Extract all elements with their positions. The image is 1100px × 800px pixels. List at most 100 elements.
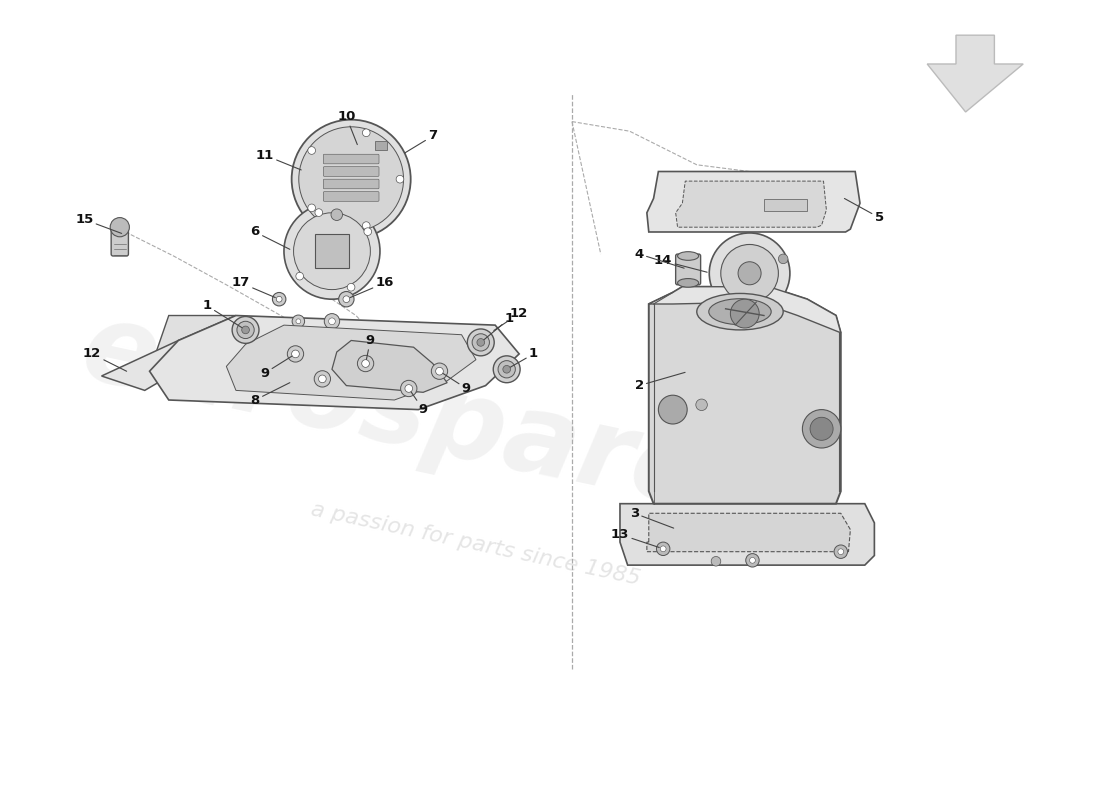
Circle shape (712, 557, 720, 566)
Text: 6: 6 (251, 226, 289, 250)
FancyBboxPatch shape (111, 229, 129, 256)
Circle shape (477, 338, 485, 346)
Circle shape (657, 542, 670, 555)
Text: 12: 12 (494, 307, 528, 330)
Circle shape (315, 370, 330, 387)
Circle shape (308, 146, 316, 154)
Circle shape (472, 334, 490, 351)
Circle shape (308, 204, 316, 212)
Circle shape (779, 254, 788, 264)
Circle shape (362, 129, 370, 137)
Circle shape (319, 375, 327, 382)
Circle shape (242, 326, 250, 334)
Circle shape (294, 213, 371, 290)
Polygon shape (647, 171, 860, 232)
Circle shape (696, 399, 707, 410)
Polygon shape (620, 504, 875, 565)
Text: 8: 8 (251, 382, 289, 406)
Circle shape (396, 175, 404, 183)
Circle shape (287, 346, 304, 362)
Circle shape (331, 209, 342, 221)
Text: 15: 15 (75, 213, 122, 234)
Circle shape (276, 296, 282, 302)
Circle shape (720, 245, 779, 302)
Polygon shape (649, 286, 840, 333)
Text: 4: 4 (635, 247, 684, 268)
Text: 1: 1 (510, 347, 538, 367)
Circle shape (273, 293, 286, 306)
Ellipse shape (678, 278, 698, 287)
Polygon shape (332, 341, 448, 392)
Circle shape (299, 127, 404, 231)
Circle shape (348, 283, 355, 291)
Circle shape (838, 549, 844, 554)
Circle shape (436, 367, 443, 375)
Text: 1: 1 (202, 299, 242, 328)
Circle shape (362, 360, 370, 367)
Text: 13: 13 (610, 528, 659, 547)
Text: 9: 9 (261, 356, 292, 380)
Circle shape (236, 322, 254, 338)
Circle shape (339, 291, 354, 307)
Bar (315, 234, 349, 269)
Text: a passion for parts since 1985: a passion for parts since 1985 (309, 499, 642, 589)
Circle shape (493, 356, 520, 382)
Bar (764, 199, 807, 211)
Text: eurospares: eurospares (74, 294, 783, 545)
Circle shape (293, 315, 305, 327)
Ellipse shape (708, 298, 771, 325)
Text: 7: 7 (405, 130, 438, 153)
Circle shape (503, 366, 510, 373)
Text: 3: 3 (630, 506, 673, 528)
Text: 5: 5 (845, 198, 883, 224)
Polygon shape (647, 514, 850, 552)
Circle shape (405, 385, 412, 392)
FancyBboxPatch shape (323, 179, 379, 189)
Circle shape (468, 329, 494, 356)
Text: 12: 12 (82, 347, 126, 371)
Polygon shape (150, 315, 519, 410)
Ellipse shape (678, 252, 698, 260)
Text: 9: 9 (366, 334, 375, 359)
Text: 17: 17 (232, 276, 275, 298)
Text: 16: 16 (350, 276, 394, 298)
Circle shape (324, 314, 340, 329)
Circle shape (710, 233, 790, 314)
Text: 14: 14 (654, 254, 707, 272)
FancyBboxPatch shape (323, 166, 379, 176)
Circle shape (740, 305, 749, 314)
Circle shape (362, 222, 370, 230)
Circle shape (358, 355, 374, 372)
Text: 11: 11 (255, 149, 301, 170)
Circle shape (660, 546, 667, 552)
Circle shape (431, 363, 448, 379)
Circle shape (329, 318, 336, 325)
Circle shape (315, 209, 322, 217)
FancyBboxPatch shape (323, 154, 379, 164)
Polygon shape (227, 325, 476, 400)
Circle shape (498, 361, 515, 378)
Circle shape (730, 299, 759, 328)
Circle shape (364, 228, 372, 235)
Bar (375, 141, 387, 150)
Circle shape (749, 558, 756, 563)
Circle shape (296, 319, 300, 324)
Ellipse shape (696, 294, 783, 330)
Circle shape (659, 395, 688, 424)
Text: 9: 9 (443, 374, 471, 395)
FancyBboxPatch shape (323, 192, 379, 202)
Circle shape (292, 350, 299, 358)
Circle shape (738, 262, 761, 285)
Text: 1: 1 (484, 312, 514, 340)
Circle shape (802, 410, 840, 448)
Polygon shape (101, 341, 227, 390)
FancyBboxPatch shape (675, 254, 701, 285)
Circle shape (110, 218, 130, 237)
Polygon shape (649, 286, 840, 504)
Polygon shape (675, 181, 826, 227)
Polygon shape (927, 35, 1023, 112)
Text: 9: 9 (411, 392, 428, 416)
Text: 2: 2 (635, 372, 685, 392)
Circle shape (296, 272, 304, 280)
Polygon shape (150, 315, 236, 371)
